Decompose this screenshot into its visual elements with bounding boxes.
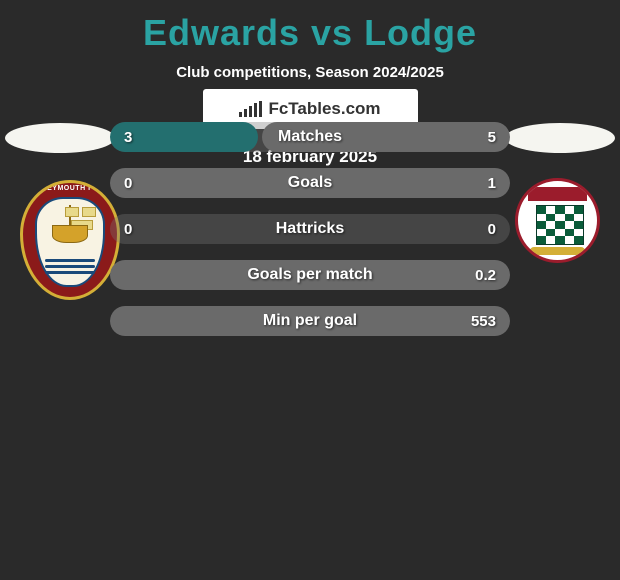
checker-icon [536, 205, 584, 245]
team-badge-weymouth: EYMOUTH F [20, 180, 120, 300]
scroll-icon [530, 247, 585, 255]
stat-row: 0Hattricks0 [110, 214, 510, 244]
stat-label: Matches [110, 128, 510, 146]
stat-value-right: 553 [471, 313, 496, 330]
player2-name: Lodge [364, 12, 477, 53]
stat-label: Goals per match [110, 266, 510, 284]
vs-text: vs [311, 12, 353, 53]
stat-row: 0Goals1 [110, 168, 510, 198]
stat-label: Min per goal [110, 312, 510, 330]
badge-text: EYMOUTH F [27, 185, 113, 192]
team-badge-chesham [515, 178, 600, 263]
stat-row: Min per goal553 [110, 306, 510, 336]
waves-icon [45, 259, 95, 277]
player1-name: Edwards [143, 12, 300, 53]
subtitle: Club competitions, Season 2024/2025 [0, 64, 620, 81]
comparison-title: Edwards vs Lodge [0, 0, 620, 54]
stat-value-right: 5 [488, 129, 496, 146]
stat-row: Goals per match0.2 [110, 260, 510, 290]
player1-photo-placeholder [5, 123, 115, 153]
banner-icon [528, 187, 587, 201]
stat-value-right: 0 [488, 221, 496, 238]
barchart-icon [239, 101, 262, 117]
stats-table: 3Matches50Goals10Hattricks0Goals per mat… [110, 122, 510, 352]
stat-row: 3Matches5 [110, 122, 510, 152]
brand-text: FcTables.com [268, 99, 380, 119]
player2-photo-placeholder [505, 123, 615, 153]
stat-value-right: 1 [488, 175, 496, 192]
stat-label: Goals [110, 174, 510, 192]
ship-icon [47, 205, 93, 253]
stat-label: Hattricks [110, 220, 510, 238]
stat-value-right: 0.2 [475, 267, 496, 284]
